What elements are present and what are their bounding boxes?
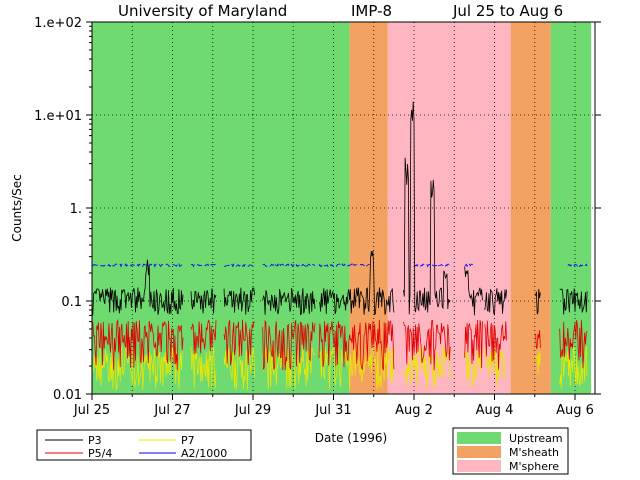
y-tick-label: 1.e+01 (34, 109, 82, 124)
series-line-p7 (190, 346, 217, 389)
series-line-a2-1000 (92, 262, 184, 268)
x-tick-label: Jul 29 (234, 403, 271, 418)
legend-label-a2-1000: A2/1000 (181, 447, 227, 460)
series-line-p5-4 (535, 330, 541, 350)
series-line-a2-1000 (414, 263, 451, 268)
legend-label-p5-4: P5/4 (88, 447, 112, 460)
series-line-p7 (559, 344, 588, 388)
y-axis: 1.e+02 1.e+01 1. 0.1 0.01 (34, 16, 601, 403)
legend-swatch-msheath (457, 446, 501, 458)
y-axis-label: Counts/Sec (10, 174, 24, 242)
chart-title-mid: IMP-8 (351, 2, 392, 20)
chart-title-right: Jul 25 to Aug 6 (452, 2, 563, 20)
series-line-a2-1000 (262, 263, 316, 268)
series-line-p7 (484, 347, 507, 388)
series-lines (92, 101, 588, 392)
legend-swatch-msphere (457, 460, 501, 472)
legend-label-p3: P3 (88, 434, 102, 447)
series-line-a2-1000 (223, 263, 255, 268)
series-line-p5-4 (92, 319, 184, 371)
legend-label-msheath: M'sheath (509, 446, 559, 459)
series-line-p3 (223, 287, 255, 315)
series-line-p5-4 (484, 320, 507, 370)
series-line-p3 (403, 101, 451, 315)
region-bands (92, 22, 592, 394)
x-tick-label: Aug 6 (556, 403, 594, 418)
series-legend-box (36, 429, 252, 461)
series-line-p5-4 (262, 319, 316, 371)
x-tick-label: Jul 25 (73, 403, 110, 418)
series-line-p5-4 (559, 320, 588, 369)
legend-label-p7: P7 (181, 434, 195, 447)
legend-label-upstream: Upstream (509, 432, 563, 445)
x-tick-label: Jul 27 (153, 403, 190, 418)
x-tick-label: Jul 31 (314, 403, 351, 418)
y-tick-label: 0.01 (53, 388, 82, 403)
series-line-p5-4 (318, 319, 395, 371)
series-line-a2-1000 (190, 263, 217, 268)
series-line-p3 (535, 288, 541, 315)
series-line-p3 (262, 288, 316, 316)
series-line-p3 (484, 288, 507, 316)
series-legend: P3 P5/4 P7 A2/1000 (36, 429, 252, 461)
legend-swatch-upstream (457, 432, 501, 444)
x-axis-label: Date (1996) (315, 431, 387, 445)
series-line-p5-4 (223, 319, 255, 366)
legend-label-msphere: M'sphere (509, 460, 559, 473)
x-tick-label: Aug 2 (395, 403, 433, 418)
series-line-p3 (190, 288, 217, 314)
series-line-a2-1000 (567, 263, 588, 268)
series-line-p3 (318, 250, 395, 316)
series-line-p7 (464, 346, 483, 388)
x-tick-label: Aug 4 (476, 403, 514, 418)
series-line-p7 (535, 350, 541, 374)
series-line-a2-1000 (318, 263, 370, 268)
series-line-p3 (92, 259, 184, 316)
series-line-p5-4 (464, 319, 483, 369)
region-legend: Upstream M'sheath M'sphere (452, 427, 569, 475)
chart-title-left: University of Maryland (118, 2, 287, 20)
y-tick-label: 1.e+02 (34, 16, 82, 31)
series-line-p3 (464, 266, 483, 316)
series-line-p5-4 (190, 319, 217, 355)
y-tick-label: 0.1 (61, 295, 82, 310)
series-line-p3 (559, 288, 588, 315)
series-line-p7 (403, 345, 451, 389)
series-line-p7 (92, 344, 184, 392)
series-line-p5-4 (403, 319, 451, 371)
series-line-a2-1000 (464, 263, 475, 268)
x-axis: Jul 25 Jul 27 Jul 29 Jul 31 Aug 2 Aug 4 Aug 6 (73, 394, 594, 418)
y-tick-label: 1. (70, 202, 82, 217)
